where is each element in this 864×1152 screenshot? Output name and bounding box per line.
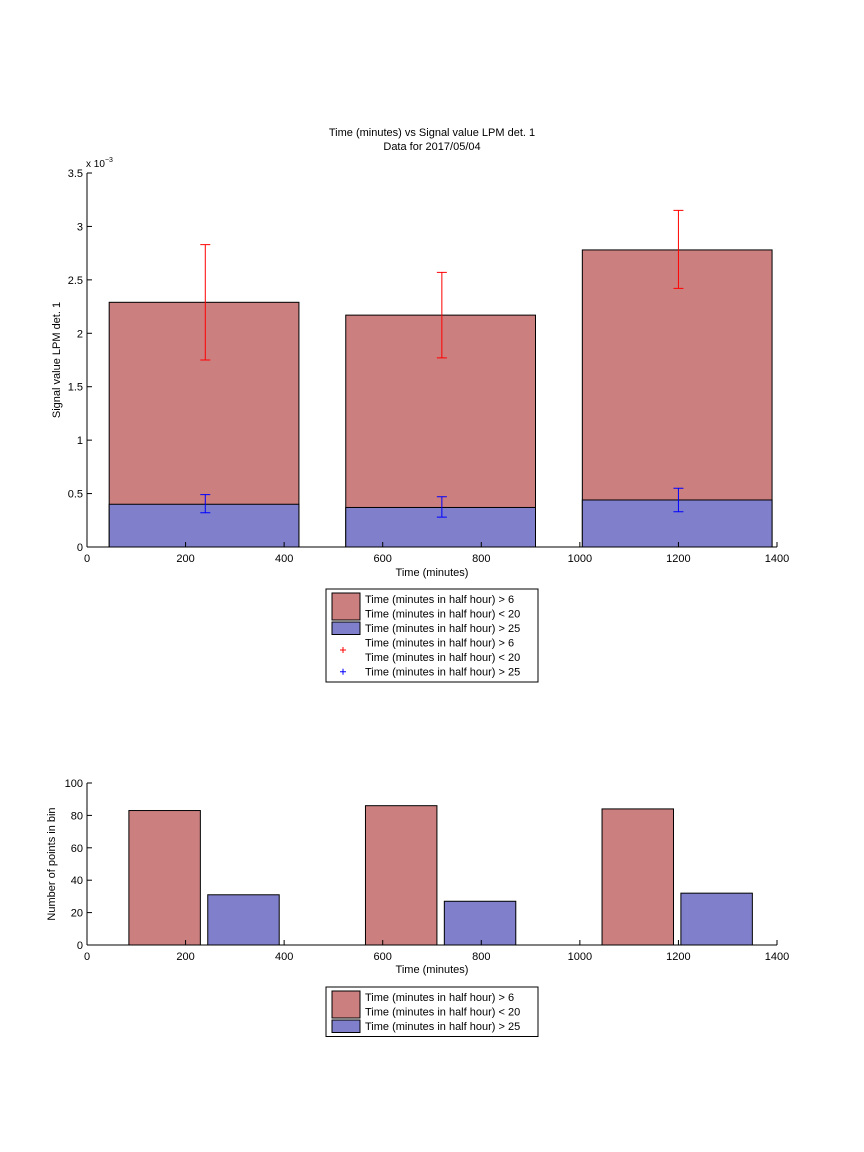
legend-entry-text: Time (minutes in half hour) > 6 xyxy=(365,594,514,606)
y-tick-label: 1 xyxy=(77,435,83,447)
legend-entry-text: Time (minutes in half hour) < 20 xyxy=(365,609,520,621)
legend-entry-text: Time (minutes in half hour) > 25 xyxy=(365,667,520,679)
bars-layer xyxy=(128,805,753,946)
bar-blue xyxy=(443,900,517,946)
legend-swatch xyxy=(331,990,361,1019)
y-axis-label: Signal value LPM det. 1 xyxy=(51,302,63,418)
legend: Time (minutes in half hour) > 6 Time (min… xyxy=(325,986,539,1037)
legend-swatch xyxy=(331,1019,361,1033)
chart-subtitle: Data for 2017/05/04 xyxy=(383,141,480,153)
x-tick-label: 1200 xyxy=(666,951,690,963)
error-bar-red xyxy=(200,244,211,361)
x-tick-label: 0 xyxy=(84,951,90,963)
bar-blue xyxy=(680,892,753,946)
axes: 0 200 400 600 800 1000 1200 1400 0 0.5 1 1.5 2 2.5 3 3.… xyxy=(68,168,790,565)
x-tick-label: 800 xyxy=(472,553,490,565)
y-tick-label: 60 xyxy=(71,843,83,855)
bar-blue xyxy=(108,503,300,548)
legend-marker xyxy=(340,668,346,675)
x-tick-label: 400 xyxy=(275,553,293,565)
legend-entry-text: Time (minutes in half hour) > 25 xyxy=(365,1021,520,1033)
x-tick-label: 600 xyxy=(374,553,392,565)
error-bar-red xyxy=(673,209,684,289)
x-tick-label: 200 xyxy=(176,951,194,963)
x-tick-label: 200 xyxy=(176,553,194,565)
x-tick-label: 1000 xyxy=(568,951,592,963)
error-bars-layer xyxy=(200,209,684,518)
legend-marker xyxy=(340,647,346,653)
x-tick-label: 1000 xyxy=(568,553,592,565)
legend-entry-text: Time (minutes in half hour) > 6 xyxy=(365,638,514,650)
x-axis-label: Time (minutes) xyxy=(396,964,469,976)
y-tick-label: 2.5 xyxy=(68,275,83,287)
y-axis-label: Number of points in bin xyxy=(46,807,58,920)
x-tick-label: 1200 xyxy=(666,553,690,565)
x-tick-label: 0 xyxy=(84,553,90,565)
error-bar-blue xyxy=(436,496,447,518)
bar-blue xyxy=(581,499,773,548)
legend-entry-text: Time (minutes in half hour) < 20 xyxy=(365,652,520,664)
legend-entry-text: Time (minutes in half hour) > 6 xyxy=(365,992,514,1004)
legend-swatch xyxy=(331,621,361,635)
y-tick-label: 0.5 xyxy=(68,489,83,501)
y-tick-label: 100 xyxy=(65,778,83,790)
x-tick-label: 600 xyxy=(374,951,392,963)
y-tick-label: 0 xyxy=(77,940,83,952)
legend-box xyxy=(325,588,539,683)
exponent-label: x 10−3 xyxy=(86,157,113,170)
y-tick-label: 3 xyxy=(77,221,83,233)
error-bar-blue xyxy=(673,487,684,513)
y-tick-label: 2 xyxy=(77,328,83,340)
x-axis-label: Time (minutes) xyxy=(396,567,469,579)
bar-red xyxy=(364,805,438,946)
signal-chart: Time (minutes) vs Signal value LPM det. … xyxy=(51,127,790,683)
bar-blue xyxy=(207,894,280,946)
legend-swatch xyxy=(331,592,361,621)
error-bar-red xyxy=(436,271,447,359)
x-tick-label: 400 xyxy=(275,951,293,963)
y-tick-label: 40 xyxy=(71,875,83,887)
y-tick-label: 80 xyxy=(71,810,83,822)
y-tick-label: 20 xyxy=(71,908,83,920)
legend: Time (minutes in half hour) > 6 Time (min… xyxy=(325,588,539,683)
chart-title: Time (minutes) vs Signal value LPM det. … xyxy=(329,127,535,139)
x-tick-label: 1400 xyxy=(765,951,789,963)
y-tick-label: 0 xyxy=(77,542,83,554)
legend-box xyxy=(325,986,539,1037)
bar-red xyxy=(581,249,773,548)
bar-red xyxy=(128,810,201,946)
bar-blue xyxy=(345,506,536,548)
exponent-power: −3 xyxy=(105,157,113,164)
bar-red xyxy=(601,808,674,946)
x-tick-label: 1400 xyxy=(765,553,789,565)
bars-layer xyxy=(108,249,773,548)
legend-entry-text: Time (minutes in half hour) < 20 xyxy=(365,1007,520,1019)
count-chart: 0 200 400 600 800 1000 1200 1400 0 20 40 60 80 100 Ti… xyxy=(46,778,789,1037)
exponent-base: x 10 xyxy=(86,159,105,170)
axes: 0 200 400 600 800 1000 1200 1400 0 20 40 60 80 100 xyxy=(65,778,790,963)
y-tick-label: 3.5 xyxy=(68,168,83,180)
error-bar-blue xyxy=(200,494,211,514)
y-tick-label: 1.5 xyxy=(68,382,83,394)
x-tick-label: 800 xyxy=(472,951,490,963)
legend-entry-text: Time (minutes in half hour) > 25 xyxy=(365,623,520,635)
